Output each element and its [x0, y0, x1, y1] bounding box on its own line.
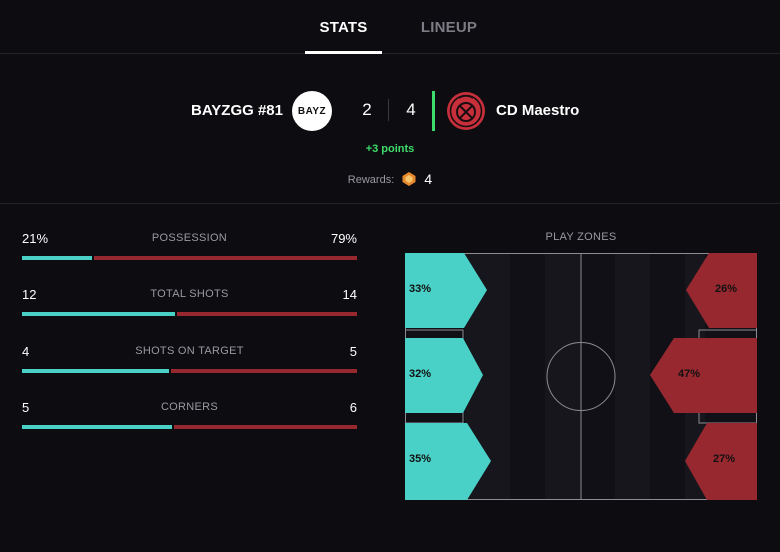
home-score: 2	[362, 100, 372, 119]
home-team-name[interactable]: BAYZGG #81	[191, 102, 283, 119]
play-zones-pitch: 33% 32% 35% 26% 47% 27%	[404, 253, 758, 500]
rewards-row: Rewards: 4	[0, 171, 780, 187]
home-zone-bottom	[405, 423, 491, 500]
stat-away-bar	[174, 425, 357, 429]
stat-away-bar	[171, 369, 357, 373]
stat-label: POSSESSION	[151, 232, 228, 244]
home-zone-top-value: 33%	[409, 283, 432, 295]
stat-away-value: 5	[349, 344, 357, 359]
stat-away-value: 6	[349, 400, 357, 415]
stat-label: SHOTS ON TARGET	[135, 345, 244, 357]
away-zone-middle	[650, 338, 757, 413]
tab-lineup[interactable]: LINEUP	[405, 0, 493, 54]
points-earned: +3 points	[365, 143, 415, 155]
home-logo-text: BAYZ	[297, 105, 327, 117]
away-zone-bottom	[685, 423, 757, 500]
stat-home-bar	[22, 312, 175, 316]
home-zone-middle-value: 32%	[409, 368, 432, 380]
away-score: 4	[406, 100, 416, 119]
rewards-value: 4	[424, 171, 433, 187]
play-zones-title: PLAY ZONES	[545, 231, 617, 243]
winner-indicator	[432, 91, 435, 131]
reward-token-icon	[402, 172, 416, 186]
rewards-label: Rewards:	[347, 174, 395, 186]
home-zone-top	[405, 253, 487, 328]
away-zone-top	[686, 253, 757, 328]
stat-row: 12 TOTAL SHOTS 14	[22, 287, 357, 317]
home-zone-middle	[405, 338, 483, 413]
stat-away-value: 79%	[330, 231, 357, 246]
stat-label: TOTAL SHOTS	[150, 288, 229, 300]
stat-away-bar	[177, 312, 357, 316]
away-team-name[interactable]: CD Maestro	[496, 102, 580, 119]
match-header: BAYZGG #81 BAYZ 2 4 CD Maestro +3 points…	[0, 54, 780, 204]
away-team-logo[interactable]	[446, 91, 486, 131]
stat-label: CORNERS	[160, 401, 219, 413]
score-divider	[388, 99, 389, 121]
pitch-diagram	[404, 253, 758, 500]
tab-stats-label: STATS	[319, 19, 368, 36]
home-team-logo[interactable]: BAYZ	[292, 91, 332, 131]
away-zone-middle-value: 47%	[678, 368, 701, 380]
stat-home-bar	[22, 369, 169, 373]
tab-stats[interactable]: STATS	[305, 0, 382, 54]
stat-home-value: 4	[22, 344, 30, 359]
stat-row: 21% POSSESSION 79%	[22, 231, 357, 261]
away-zone-bottom-value: 27%	[713, 453, 736, 465]
tab-bar: STATS LINEUP	[0, 0, 780, 54]
active-tab-indicator	[305, 51, 382, 54]
stat-away-value: 14	[342, 287, 357, 302]
stat-row: 4 SHOTS ON TARGET 5	[22, 344, 357, 374]
stat-home-value: 5	[22, 400, 30, 415]
stat-home-value: 12	[22, 287, 37, 302]
stat-home-bar	[22, 256, 92, 260]
stat-home-bar	[22, 425, 172, 429]
tab-lineup-label: LINEUP	[420, 19, 478, 36]
stat-row: 5 CORNERS 6	[22, 400, 357, 430]
stat-away-bar	[94, 256, 357, 260]
home-zone-bottom-value: 35%	[409, 453, 432, 465]
stat-home-value: 21%	[22, 231, 49, 246]
away-zone-top-value: 26%	[715, 283, 738, 295]
crest-icon	[447, 92, 485, 130]
